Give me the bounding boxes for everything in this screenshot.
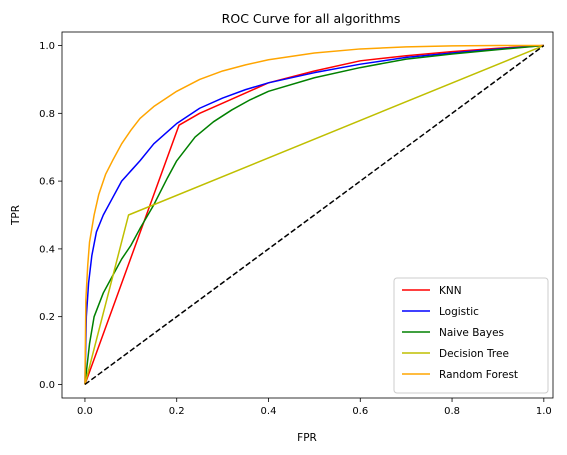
series-line-decision-tree [84,44,545,385]
x-ticks: 0.0 0.2 0.4 0.6 0.8 1.0 [77,398,552,417]
x-tick-label: 0.8 [444,406,460,417]
y-tick-label: 0.4 [39,244,55,255]
series-line-knn [84,44,544,385]
legend-label-decision-tree: Decision Tree [439,348,509,360]
chart-title: ROC Curve for all algorithms [222,11,401,26]
y-tick-label: 1.0 [39,41,55,52]
x-tick-label: 0.2 [169,406,185,417]
y-ticks: 0.0 0.2 0.4 0.6 0.8 1.0 [39,41,62,391]
legend-label-logistic: Logistic [439,306,479,318]
y-axis-label: TPR [10,205,22,226]
series-layer [84,44,545,385]
legend-box [393,277,549,394]
reference-layer [84,44,545,386]
series-line-naive-bayes [84,44,544,385]
x-tick-label: 0.4 [261,406,277,417]
series-line-random-forest [84,44,544,385]
x-axis-label: FPR [297,432,317,444]
legend-label-random-forest: Random Forest [439,369,518,381]
y-tick-label: 0.6 [39,177,55,188]
x-tick-label: 1.0 [536,406,552,417]
legend: KNN Logistic Naive Bayes Decision Tree Rando… [393,277,549,394]
legend-label-naive-bayes: Naive Bayes [439,327,504,339]
x-tick-label: 0.6 [352,406,368,417]
x-tick-label: 0.0 [77,406,93,417]
y-tick-label: 0.2 [39,312,55,323]
plot-border [61,31,554,399]
reference-diagonal-line [84,44,545,386]
series-line-logistic [84,44,544,385]
y-tick-label: 0.0 [39,380,55,391]
legend-label-knn: KNN [439,285,462,297]
y-tick-label: 0.8 [39,109,55,120]
